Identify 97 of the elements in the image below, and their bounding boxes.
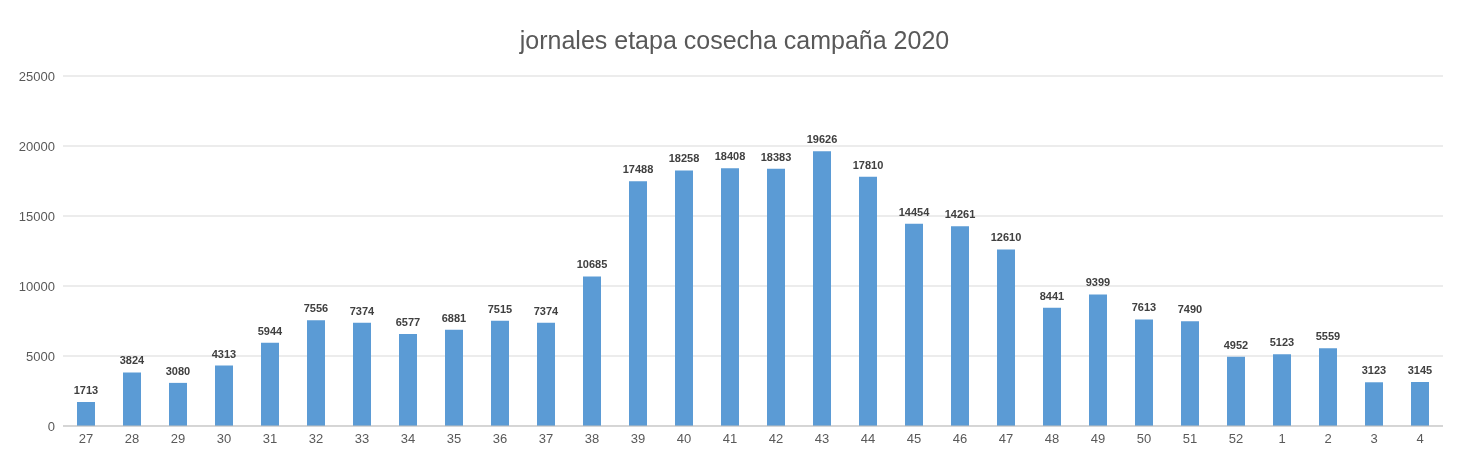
- x-tick-label: 34: [400, 431, 416, 447]
- data-label: 7374: [349, 304, 376, 317]
- data-label: 5944: [257, 324, 284, 337]
- bar: [997, 249, 1015, 426]
- x-tick-label: 39: [630, 431, 646, 447]
- data-label: 17488: [622, 163, 654, 176]
- x-tick-label: 47: [998, 431, 1014, 447]
- data-label: 14454: [898, 205, 931, 218]
- bar: [583, 276, 601, 426]
- data-label: 3824: [119, 354, 146, 367]
- x-tick-label: 40: [676, 431, 692, 447]
- x-tick-label: 4: [1416, 431, 1424, 447]
- data-label: 3123: [1361, 364, 1387, 377]
- bar: [399, 333, 417, 426]
- bar: [1089, 294, 1107, 426]
- bar: [261, 342, 279, 426]
- data-label: 1713: [73, 384, 99, 397]
- bar: [1273, 354, 1291, 426]
- x-tick-label: 48: [1044, 431, 1060, 447]
- x-tick-label: 41: [722, 431, 738, 447]
- data-label: 18258: [668, 152, 700, 165]
- bar: [1181, 321, 1199, 426]
- x-tick-label: 44: [860, 431, 876, 447]
- bar: [445, 329, 463, 426]
- x-tick-label: 3: [1370, 431, 1378, 447]
- x-tick-label: 32: [308, 431, 324, 447]
- x-tick-label: 27: [78, 431, 94, 447]
- data-label: 6577: [395, 315, 421, 328]
- y-tick-label: 15000: [18, 208, 55, 224]
- data-label: 5123: [1269, 336, 1295, 349]
- bar: [1365, 382, 1383, 426]
- x-tick-label: 36: [492, 431, 508, 447]
- x-tick-label: 33: [354, 431, 370, 447]
- x-tick-label: 51: [1182, 431, 1198, 447]
- bar: [123, 372, 141, 426]
- data-label: 7613: [1131, 301, 1157, 314]
- y-tick-label: 0: [47, 418, 55, 434]
- x-tick-label: 46: [952, 431, 968, 447]
- x-tick-label: 2: [1324, 431, 1332, 447]
- x-tick-label: 52: [1228, 431, 1244, 447]
- data-label: 7374: [533, 304, 560, 317]
- x-tick-label: 45: [906, 431, 922, 447]
- bar: [859, 176, 877, 426]
- bar: [77, 402, 95, 426]
- data-label: 4313: [211, 347, 237, 360]
- data-label: 19626: [806, 133, 838, 146]
- data-label: 17810: [852, 158, 884, 171]
- x-tick-label: 35: [446, 431, 462, 447]
- x-tick-label: 49: [1090, 431, 1106, 447]
- x-tick-label: 28: [124, 431, 140, 447]
- bar: [215, 365, 233, 426]
- data-label: 18383: [760, 150, 792, 163]
- bar: [1411, 381, 1429, 426]
- bar: [675, 170, 693, 426]
- bar: [491, 320, 509, 426]
- bar: [951, 226, 969, 426]
- data-label: 10685: [576, 258, 608, 271]
- data-label: 3080: [165, 364, 191, 377]
- y-tick-label: 25000: [18, 68, 55, 84]
- data-label: 5559: [1315, 330, 1341, 343]
- data-label: 7515: [487, 302, 513, 315]
- bar: [767, 168, 785, 426]
- bar: [1043, 307, 1061, 426]
- bar: [1227, 356, 1245, 426]
- bar: [169, 382, 187, 426]
- bar: [905, 223, 923, 426]
- x-tick-label: 31: [262, 431, 278, 447]
- data-label: 7490: [1177, 303, 1203, 316]
- y-tick-label: 5000: [26, 348, 55, 364]
- bar: [813, 151, 831, 426]
- data-label: 8441: [1039, 289, 1065, 302]
- data-label: 6881: [441, 311, 467, 324]
- y-tick-label: 10000: [18, 278, 55, 294]
- x-tick-label: 50: [1136, 431, 1152, 447]
- data-label: 9399: [1085, 276, 1111, 289]
- data-label: 4952: [1223, 338, 1249, 351]
- x-tick-label: 1: [1278, 431, 1286, 447]
- data-label: 18408: [714, 150, 746, 163]
- bar: [721, 168, 739, 426]
- data-label: 12610: [990, 231, 1022, 244]
- x-tick-label: 42: [768, 431, 784, 447]
- bar: [353, 322, 371, 426]
- y-tick-label: 20000: [18, 138, 55, 154]
- data-label: 3145: [1407, 363, 1433, 376]
- bar: [629, 181, 647, 426]
- bar: [1135, 319, 1153, 426]
- chart-title: jornales etapa cosecha campaña 2020: [518, 26, 951, 55]
- x-tick-label: 43: [814, 431, 830, 447]
- x-tick-label: 29: [170, 431, 186, 447]
- x-tick-label: 38: [584, 431, 600, 447]
- data-label: 7556: [303, 302, 329, 315]
- data-label: 14261: [944, 208, 976, 221]
- x-tick-label: 30: [216, 431, 232, 447]
- x-tick-label: 37: [538, 431, 554, 447]
- bar: [1319, 348, 1337, 426]
- bar: [307, 320, 325, 426]
- bar: [537, 322, 555, 426]
